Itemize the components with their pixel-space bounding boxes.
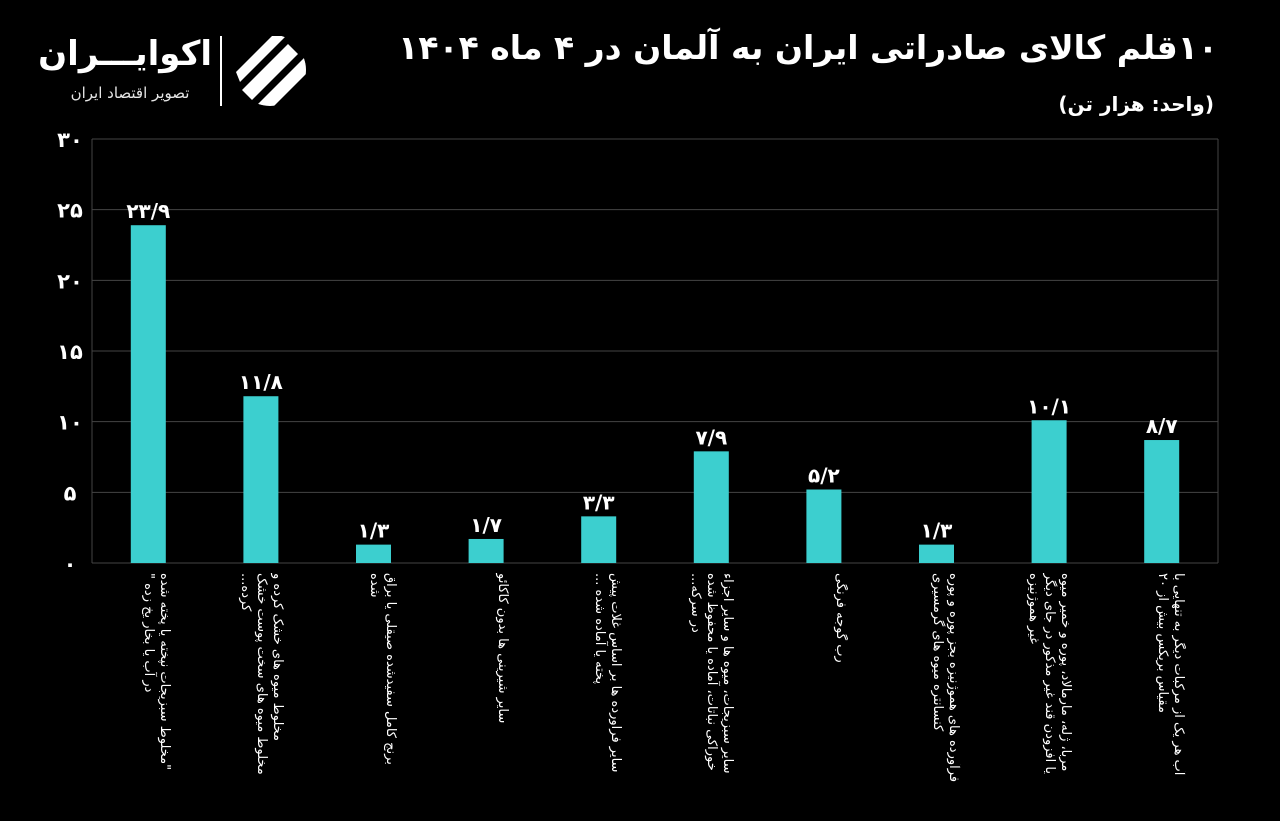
bar-value-label: ۱/۳ bbox=[358, 519, 390, 543]
y-tick-label: ۰ bbox=[64, 552, 77, 576]
grid-lines bbox=[91, 138, 1219, 564]
bar bbox=[693, 451, 729, 563]
bar bbox=[806, 489, 842, 563]
ecoiran-logo-icon bbox=[236, 36, 306, 106]
category-label: مربا، ژله، مارمالاد، پوره و خمیر میوه یا… bbox=[1026, 573, 1074, 774]
chart-unit: (واحد: هزار تن) bbox=[1058, 92, 1214, 116]
category-label: سایر فراورده ها بر اساس غلات پیش پخته یا… bbox=[591, 573, 623, 773]
category-label: سایر شیرینی ها بدون کاکائو bbox=[495, 573, 511, 724]
bar-value-label: ۷/۹ bbox=[695, 425, 727, 449]
category-label: برنج کامل سفیدشده صیقلی یا براق شده bbox=[366, 573, 398, 765]
brand-name: اکوایـــران bbox=[38, 34, 212, 74]
bar-value-label: ۱۰/۱ bbox=[1027, 394, 1071, 418]
y-tick-label: ۲۰ bbox=[57, 269, 83, 293]
bar bbox=[919, 544, 954, 563]
y-tick-label: ۱۰ bbox=[57, 411, 83, 435]
bar bbox=[1031, 420, 1067, 563]
data-labels: ۲۳/۹ ۱۱/۸ ۱/۳ ۱/۷ ۳/۳ ۷/۹ ۵/۲ ۱/۳ ۱۰/۱ ۸/۷ bbox=[126, 199, 1177, 542]
bar-value-label: ۳/۳ bbox=[583, 490, 615, 514]
bar-value-label: ۲۳/۹ bbox=[126, 199, 170, 223]
bar bbox=[1144, 440, 1180, 563]
category-label: سایر سبزیجات، میوه ها و سایر اجزاء خوراک… bbox=[688, 573, 736, 774]
category-label: رب گوجه فرنگی bbox=[832, 573, 848, 663]
bar-value-label: ۱/۳ bbox=[921, 519, 953, 543]
chart-title: ۱۰قلم کالای صادراتی ایران به آلمان در ۴ … bbox=[398, 28, 1218, 67]
bar bbox=[468, 538, 504, 563]
bar bbox=[130, 225, 166, 564]
bar-value-label: ۵/۲ bbox=[808, 464, 840, 488]
brand-tagline: تصویر اقتصاد ایران bbox=[70, 84, 190, 102]
brand-divider bbox=[220, 36, 222, 106]
y-tick-label: ۳۰ bbox=[57, 128, 83, 152]
y-tick-label: ۵ bbox=[64, 481, 77, 505]
y-axis-ticks: ۰ ۵ ۱۰ ۱۵ ۲۰ ۲۵ ۳۰ bbox=[57, 128, 83, 576]
bar-value-label: ۸/۷ bbox=[1146, 414, 1178, 438]
bar bbox=[243, 396, 279, 563]
y-tick-label: ۲۵ bbox=[57, 199, 83, 223]
bar bbox=[356, 544, 391, 563]
category-label: آب هر یک از مرکبات دیگر به تنهایی با مقی… bbox=[1154, 573, 1186, 776]
bars bbox=[130, 225, 1180, 564]
bar-value-label: ۱/۷ bbox=[470, 513, 502, 537]
category-label: مخلوط میوه های خشک کرده و مخلوط میوه های… bbox=[237, 573, 285, 775]
category-label: فرآورده های هموژنیزه بجز پوره و پوره کنس… bbox=[929, 573, 961, 783]
category-label: "مخلوط سبزیجات نپخته یا پخته شده در آب ی… bbox=[141, 573, 173, 771]
bar-value-label: ۱۱/۸ bbox=[239, 370, 283, 394]
bar bbox=[581, 516, 617, 563]
y-tick-label: ۱۵ bbox=[57, 340, 83, 364]
